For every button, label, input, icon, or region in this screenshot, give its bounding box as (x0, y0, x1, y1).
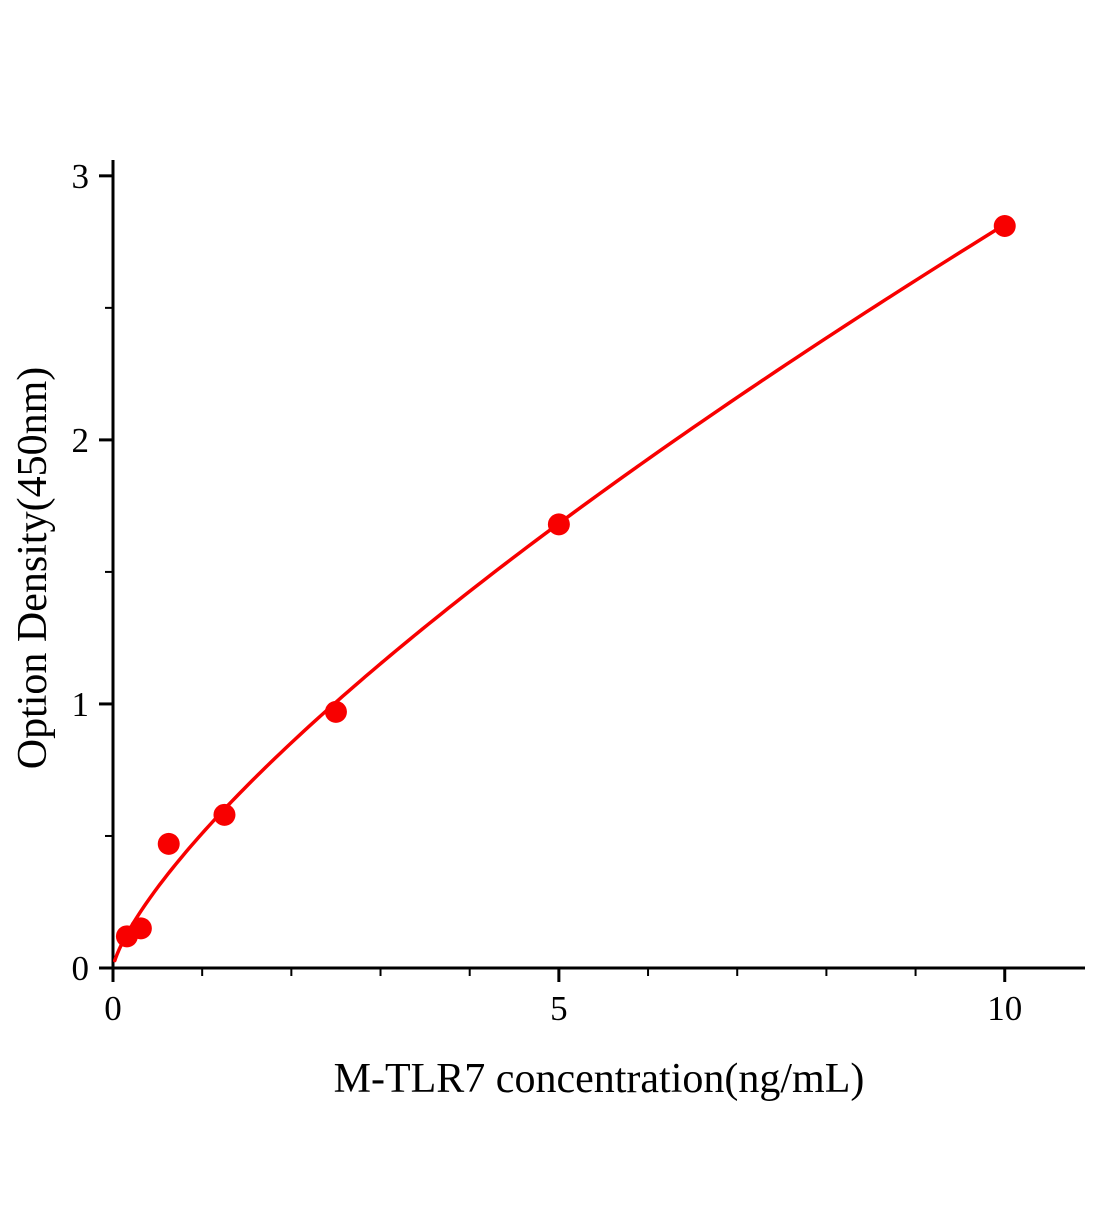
y-tick-label: 2 (72, 421, 90, 460)
data-point (157, 832, 180, 855)
y-tick-label: 3 (72, 157, 90, 196)
y-axis-title: Option Density(450nm) (10, 367, 56, 769)
data-point (213, 803, 236, 826)
data-point (324, 700, 347, 723)
x-tick-label: 0 (104, 989, 122, 1028)
y-tick-label: 1 (72, 685, 90, 724)
x-tick-label: 10 (987, 989, 1022, 1028)
x-axis-title: M-TLR7 concentration(ng/mL) (334, 1056, 865, 1102)
data-point (547, 513, 570, 536)
fit-curve (113, 222, 1007, 963)
x-tick-label: 5 (550, 989, 568, 1028)
plot-area: 0 5 10 0 1 2 3 (72, 157, 1085, 1028)
data-point (993, 215, 1016, 238)
y-tick-label: 0 (72, 949, 90, 988)
data-point (129, 917, 152, 940)
